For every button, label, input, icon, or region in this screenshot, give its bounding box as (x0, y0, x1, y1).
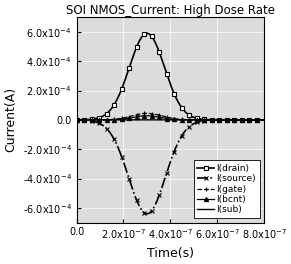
I(source) (239, 118, 242, 121)
I(gate) (145, 112, 149, 115)
I(gate) (155, 113, 159, 116)
I(sub) (262, 118, 266, 121)
I(gate) (147, 112, 150, 115)
I(gate) (75, 118, 78, 121)
X-axis label: Time(s): Time(s) (147, 247, 194, 260)
I(drain) (75, 118, 78, 121)
I(gate) (259, 118, 262, 121)
Line: I(drain): I(drain) (74, 31, 266, 122)
I(drain) (239, 118, 242, 121)
I(drain) (107, 110, 111, 113)
I(bcnt) (107, 118, 111, 121)
I(source) (262, 118, 266, 121)
I(bcnt) (155, 115, 159, 118)
I(gate) (107, 118, 111, 121)
I(gate) (262, 118, 266, 121)
I(gate) (96, 118, 100, 121)
I(bcnt) (239, 118, 242, 121)
Legend: I(drain), I(source), I(gate), I(bcnt), I(sub): I(drain), I(source), I(gate), I(bcnt), I… (194, 161, 260, 218)
I(sub) (155, 118, 158, 121)
I(source) (145, 212, 149, 215)
I(bcnt) (96, 118, 100, 121)
I(sub) (107, 118, 111, 121)
I(source) (155, 200, 159, 203)
I(bcnt) (147, 114, 150, 117)
I(source) (259, 118, 262, 121)
I(sub) (239, 118, 242, 121)
I(bcnt) (145, 114, 149, 117)
I(bcnt) (75, 118, 78, 121)
Title: SOI NMOS_Current: High Dose Rate: SOI NMOS_Current: High Dose Rate (66, 4, 275, 17)
I(source) (147, 212, 150, 215)
Line: I(source): I(source) (74, 117, 267, 216)
I(source) (107, 130, 111, 133)
I(drain) (155, 44, 159, 47)
I(sub) (96, 118, 100, 121)
I(drain) (262, 118, 266, 121)
I(sub) (259, 118, 262, 121)
I(drain) (96, 116, 100, 120)
I(source) (75, 118, 78, 121)
Y-axis label: Current(A): Current(A) (4, 87, 17, 152)
I(sub) (147, 118, 150, 121)
Line: I(bcnt): I(bcnt) (74, 114, 266, 122)
I(source) (96, 121, 100, 124)
I(bcnt) (259, 118, 262, 121)
I(bcnt) (262, 118, 266, 121)
Line: I(gate): I(gate) (74, 111, 267, 122)
I(sub) (75, 118, 78, 121)
I(drain) (147, 32, 150, 35)
I(gate) (239, 118, 242, 121)
I(drain) (145, 32, 149, 35)
I(drain) (259, 118, 262, 121)
